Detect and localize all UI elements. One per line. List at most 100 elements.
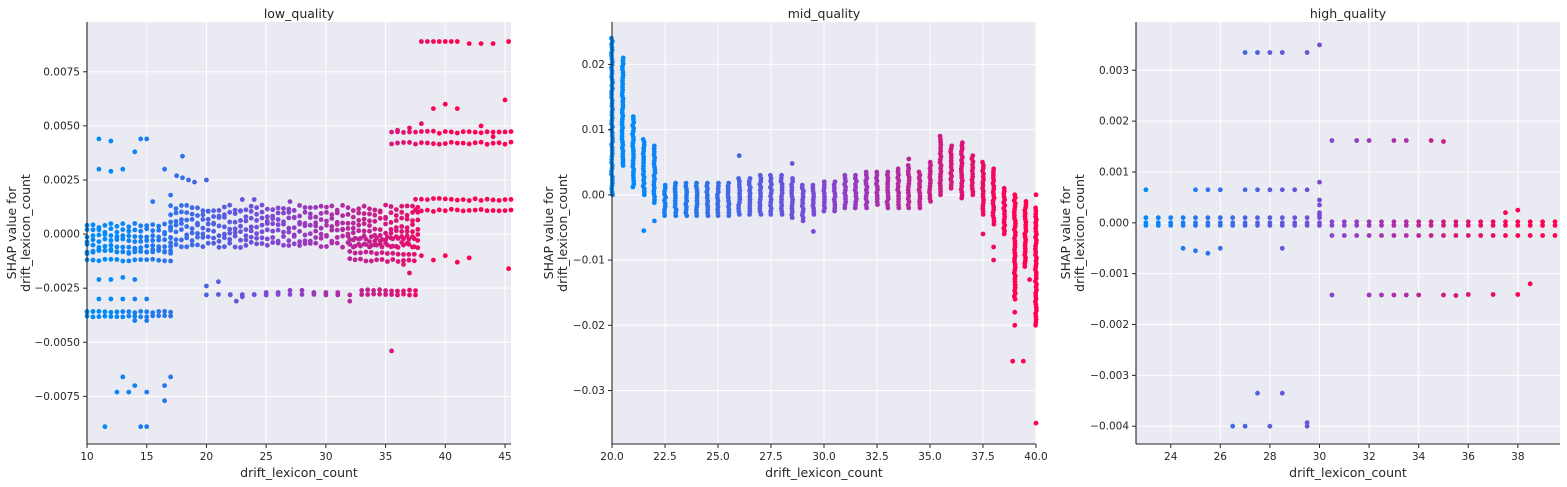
- scatter-point: [419, 121, 424, 127]
- x-tick-label: 38: [1511, 451, 1524, 463]
- scatter-point: [248, 215, 254, 221]
- scatter-point: [410, 222, 415, 228]
- scatter-point: [259, 229, 265, 235]
- scatter-point: [367, 218, 372, 224]
- scatter-point: [1441, 223, 1446, 228]
- scatter-point: [254, 241, 259, 247]
- scatter-point: [162, 383, 168, 388]
- scatter-point: [204, 292, 209, 298]
- scatter-point: [1292, 187, 1298, 193]
- scatter-point: [222, 244, 227, 250]
- scatter-point: [419, 208, 424, 214]
- scatter-point: [1193, 223, 1198, 228]
- scatter-point: [506, 266, 511, 272]
- scatter-point: [1033, 420, 1039, 426]
- scatter-point: [757, 172, 763, 178]
- scatter-point: [222, 212, 227, 218]
- y-tick-label: −0.0075: [34, 391, 80, 403]
- scatter-point: [399, 224, 405, 229]
- scatter-point: [716, 180, 721, 186]
- scatter-point: [395, 292, 400, 298]
- scatter-point: [1033, 205, 1038, 211]
- scatter-point: [1317, 202, 1322, 208]
- scatter-point: [287, 199, 293, 205]
- scatter-point: [126, 228, 132, 234]
- scatter-point: [232, 211, 238, 217]
- scatter-point: [227, 240, 233, 246]
- scatter-point: [173, 242, 179, 247]
- scatter-point: [454, 39, 460, 44]
- scatter-point: [1205, 223, 1211, 228]
- scatter-point: [1255, 50, 1260, 55]
- scatter-point: [1230, 423, 1236, 429]
- scatter-point: [102, 313, 108, 319]
- scatter-point: [371, 291, 376, 297]
- scatter-point: [238, 229, 243, 235]
- scatter-point: [270, 221, 276, 227]
- x-tick-label: 25: [259, 451, 272, 463]
- scatter-point: [168, 240, 174, 246]
- scatter-point: [200, 231, 206, 237]
- scatter-point: [114, 229, 120, 235]
- scatter-point: [281, 242, 286, 248]
- y-tick-label: −0.0025: [34, 283, 80, 295]
- scatter-point: [358, 236, 363, 241]
- scatter-point: [484, 196, 490, 202]
- scatter-point: [508, 197, 514, 202]
- scatter-point: [466, 198, 472, 203]
- scatter-point: [347, 256, 353, 262]
- scatter-point: [1230, 223, 1236, 228]
- scatter-point: [126, 244, 132, 250]
- scatter-point: [359, 292, 365, 297]
- scatter-point: [1453, 233, 1459, 238]
- scatter-point: [1379, 219, 1384, 225]
- scatter-point: [114, 389, 120, 395]
- scatter-point: [302, 221, 308, 226]
- scatter-point: [502, 208, 508, 214]
- scatter-point: [102, 248, 108, 254]
- scatter-point: [205, 240, 211, 246]
- scatter-point: [350, 220, 356, 226]
- scatter-point: [388, 230, 394, 236]
- scatter-point: [1527, 233, 1533, 238]
- scatter-point: [1317, 210, 1322, 216]
- scatter-point: [460, 129, 466, 135]
- scatter-point: [345, 212, 351, 217]
- scatter-point: [90, 242, 96, 248]
- scatter-point: [1242, 423, 1248, 429]
- scatter-point: [126, 313, 132, 319]
- scatter-point: [324, 204, 329, 210]
- scatter-point: [200, 225, 206, 231]
- scatter-point: [108, 226, 114, 232]
- scatter-point: [1217, 187, 1223, 193]
- scatter-point: [259, 241, 265, 246]
- scatter-point: [324, 218, 329, 224]
- scatter-point: [144, 257, 150, 263]
- scatter-point: [1503, 210, 1508, 216]
- scatter-point: [641, 228, 647, 234]
- scatter-point: [1416, 233, 1422, 238]
- scatter-point: [248, 224, 254, 230]
- scatter-point: [1428, 138, 1434, 143]
- scatter-point: [1329, 219, 1335, 225]
- scatter-point: [383, 288, 388, 293]
- x-tick-label: 30.0: [812, 451, 835, 463]
- scatter-point: [302, 232, 308, 238]
- scatter-point: [363, 249, 369, 255]
- scatter-point: [401, 252, 406, 257]
- scatter-point: [120, 244, 126, 250]
- scatter-point: [374, 235, 379, 241]
- scatter-point: [264, 227, 270, 233]
- scatter-point: [108, 138, 114, 144]
- scatter-point: [1465, 292, 1471, 297]
- scatter-point: [383, 292, 388, 297]
- scatter-point: [980, 159, 985, 165]
- scatter-point: [243, 218, 249, 224]
- scatter-point: [108, 256, 114, 262]
- scatter-point: [239, 197, 245, 202]
- scatter-point: [442, 196, 448, 202]
- scatter-point: [454, 140, 460, 146]
- scatter-point: [1379, 233, 1384, 238]
- scatter-point: [216, 244, 222, 250]
- scatter-point: [96, 296, 102, 302]
